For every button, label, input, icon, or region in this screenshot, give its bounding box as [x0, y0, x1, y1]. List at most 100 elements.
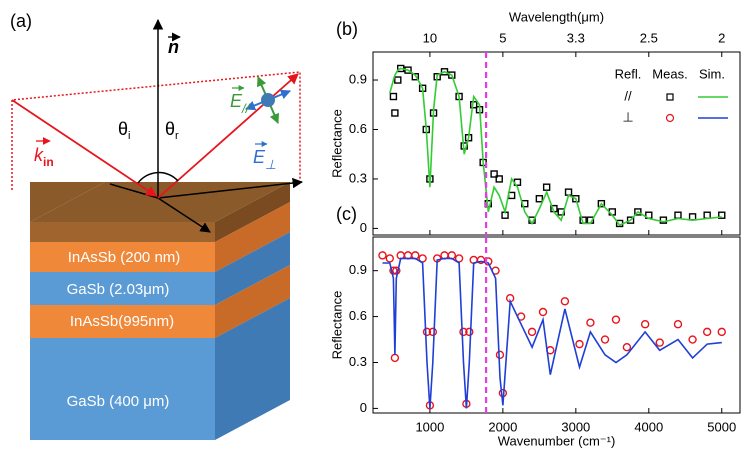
meas-point [418, 254, 427, 263]
meas-point [422, 327, 432, 337]
meas-point [572, 195, 580, 203]
legend-header: Refl. [615, 66, 642, 81]
meas-point [560, 297, 570, 306]
x2-tick-label: 10 [423, 30, 437, 45]
meas-point [688, 213, 697, 221]
meas-point [454, 254, 464, 263]
plot: 0 0.3 0.6 0.9 10 5 3.3 2.5 2 Wavelength(μm) Reflec… [329, 9, 741, 236]
meas-point [673, 320, 683, 329]
meas-point [688, 335, 697, 344]
y-tick-label: 0.3 [349, 354, 367, 369]
e-perp-label: E⊥ [253, 147, 276, 172]
meas-point [392, 266, 401, 275]
meas-point [542, 183, 551, 191]
top-face [30, 182, 105, 222]
diagram: (a) n kin θi θr E// E⊥ InAsSb (200 nm) G… [10, 11, 304, 440]
meas-point [597, 199, 606, 208]
theta-r-label: θr [165, 119, 179, 142]
side [215, 182, 290, 242]
legend-header: Sim. [699, 66, 725, 81]
legend-symbol [666, 93, 674, 101]
normal-label: n [168, 37, 179, 57]
y-axis-label: Reflectance [329, 109, 344, 178]
meas-point [659, 216, 668, 224]
meas-point [575, 339, 584, 349]
angle-arc [137, 171, 179, 184]
theta-i-label: θi [118, 119, 130, 142]
axis [157, 197, 211, 233]
meas-point [495, 350, 505, 360]
layer-label: GaSb (400 μm) [67, 393, 170, 410]
reflected-ray [157, 73, 299, 199]
meas-point [634, 208, 642, 216]
meas-point [717, 327, 726, 337]
layer-label: InAsSb(995nm) [70, 313, 174, 330]
meas-point [428, 327, 438, 337]
layer-label: InAsSb (200 nm) [68, 249, 181, 266]
meas-point [378, 251, 387, 260]
meas-point [527, 327, 537, 337]
meas-point [448, 71, 456, 79]
meas-point [394, 76, 402, 84]
y-tick-label: 0 [360, 220, 367, 235]
legend: Refl. Meas. Sim. // ⊥ [610, 62, 736, 128]
panel-label: (b) [336, 19, 358, 39]
meas-point [600, 335, 610, 344]
side [215, 202, 290, 272]
axis [157, 177, 304, 199]
y-tick-label: 0.6 [349, 121, 367, 136]
y-tick-label: 0.6 [349, 308, 367, 323]
layer [30, 338, 215, 440]
layer [30, 272, 215, 305]
meas-point [411, 73, 420, 81]
meas-point [440, 68, 449, 76]
meas-point [385, 254, 394, 263]
top-face [30, 182, 290, 222]
incident-ray [11, 99, 157, 197]
meas-point [390, 353, 400, 363]
legend-label: ⊥ [622, 109, 633, 124]
x2-axis-label: Wavelength(μm) [509, 9, 604, 24]
meas-point [611, 315, 621, 324]
meas-point [655, 338, 664, 347]
meas-point [586, 318, 595, 327]
y-tick-label: 0.9 [349, 262, 367, 277]
sim-line [382, 257, 722, 409]
x2-tick-label: 2.5 [640, 30, 658, 45]
meas-point [391, 109, 399, 117]
meas-point [703, 211, 711, 219]
x-axis-label: Wavenumber (cm⁻¹) [498, 433, 616, 448]
y-tick-label: 0 [360, 400, 367, 415]
layer-label: GaSb (2.03μm) [67, 281, 170, 298]
meas-point [490, 170, 498, 178]
meas-point [640, 320, 650, 329]
sim-line [389, 67, 722, 227]
y-axis-label: Reflectance [329, 291, 344, 360]
layer [30, 242, 215, 272]
x-tick-label: 3000 [561, 419, 590, 434]
panel-label: (a) [10, 11, 32, 31]
legend-symbol [665, 113, 675, 123]
meas-point [718, 211, 726, 219]
meas-point [538, 307, 548, 317]
x2-tick-label: 3.3 [567, 30, 585, 45]
legend-label: // [624, 88, 632, 103]
plot: 0 0.3 0.6 0.9 1000 2000 3000 4000 5000 Wavenumber… [329, 204, 741, 448]
x-tick-label: 4000 [634, 419, 663, 434]
e-par-label: E// [230, 91, 251, 116]
side [215, 265, 290, 338]
plot-frame [372, 51, 741, 236]
meas-point [622, 342, 632, 352]
plane [11, 71, 301, 190]
meas-point [535, 195, 544, 203]
plot-frame [372, 236, 741, 414]
x2-tick-label: 5 [499, 30, 506, 45]
x-tick-label: 1000 [415, 419, 444, 434]
side [215, 298, 290, 440]
side [215, 232, 290, 305]
field-ball [261, 93, 275, 107]
meas-point [674, 211, 682, 219]
x2-tick-label: 2 [718, 30, 725, 45]
meas-point [495, 175, 503, 183]
